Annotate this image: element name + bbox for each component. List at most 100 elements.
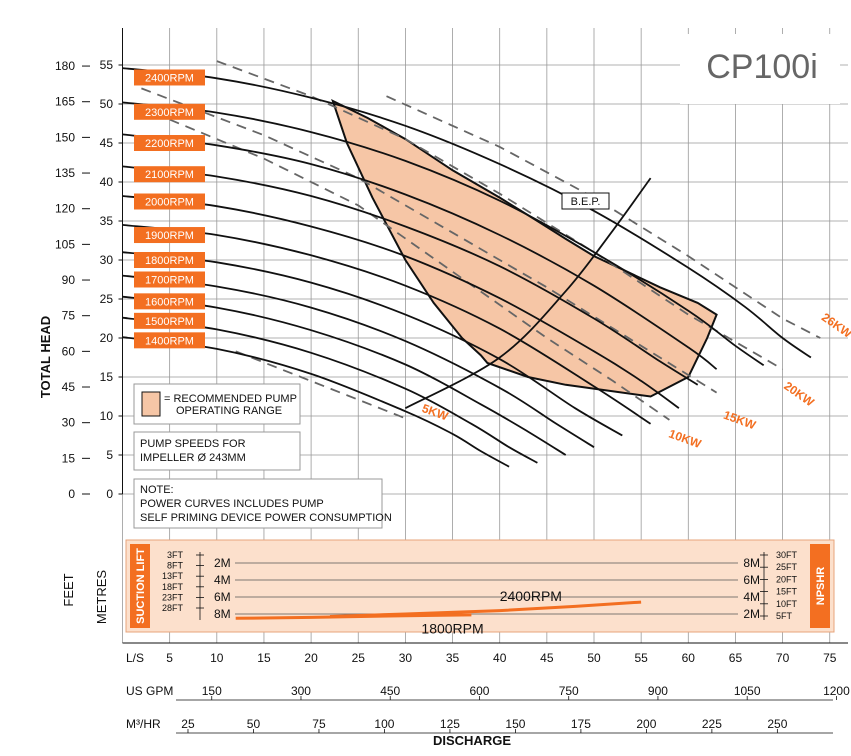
suction-feet-label: 23FT <box>162 592 184 602</box>
note-text-2: POWER CURVES INCLUDES PUMP <box>140 498 324 510</box>
npshr-feet-label: 25FT <box>776 562 798 572</box>
x-axis-title: DISCHARGE <box>433 733 511 748</box>
flow-tick-label: 125 <box>440 717 460 731</box>
rpm-tag-2000RPM <box>134 193 205 210</box>
npshr-feet-label: 10FT <box>776 599 798 609</box>
npshr-2400-label: 2400RPM <box>500 588 562 604</box>
flow-tick-label: 175 <box>571 717 591 731</box>
npshr-1800-label: 1800RPM <box>421 620 483 636</box>
rpm-tag-text-2300RPM: 2300RPM <box>145 107 194 119</box>
feet-tick-label: 60 <box>62 344 76 358</box>
rpm-curve-1500RPM <box>122 316 538 464</box>
rpm-curve-2200RPM <box>122 133 718 370</box>
rpm-curve-1900RPM <box>122 224 652 425</box>
rpm-tag-2100RPM <box>134 166 205 183</box>
metre-tick-label: 5 <box>106 448 113 462</box>
suction-metre-label: 8M <box>214 607 231 621</box>
npshr-label: NPSHR <box>815 567 827 606</box>
metre-tick-label: 30 <box>100 253 114 267</box>
rpm-tag-text-2200RPM: 2200RPM <box>145 138 194 150</box>
npshr-metre-label: 6M <box>743 573 760 587</box>
rpm-labels: 2400RPM 2300RPM 2200RPM 2100RPM 2000RPM 1900R… <box>134 69 205 349</box>
rpm-tag-1500RPM <box>134 312 205 329</box>
flow-tick-label: 70 <box>776 651 790 665</box>
npshr-feet-label: 5FT <box>776 611 793 621</box>
suction-feet-label: 28FT <box>162 603 184 613</box>
rpm-curve-2000RPM <box>122 195 680 409</box>
metre-tick-label: 55 <box>100 58 114 72</box>
flow-tick-label: 55 <box>634 651 648 665</box>
flow-tick-label: 50 <box>587 651 601 665</box>
suction-feet-label: 18FT <box>162 582 184 592</box>
flow-tick-label: 75 <box>312 717 326 731</box>
npshr-metre-label: 4M <box>743 590 760 604</box>
npshr-feet-label: 30FT <box>776 550 798 560</box>
speeds-text-2: IMPELLER Ø 243MM <box>140 452 246 464</box>
suction-metre-label: 6M <box>214 590 231 604</box>
note-text-1: NOTE: <box>140 484 174 496</box>
operating-range <box>331 98 718 398</box>
metre-tick-label: 25 <box>100 292 114 306</box>
npshr-metre-label: 2M <box>743 607 760 621</box>
bep-line <box>404 177 652 409</box>
flow-tick-label: 250 <box>767 717 787 731</box>
suction-metre-label: 4M <box>214 573 231 587</box>
rpm-curve-2300RPM <box>122 101 765 367</box>
flow-tick-label: 5 <box>166 651 173 665</box>
rpm-tag-text-1400RPM: 1400RPM <box>145 335 194 347</box>
rpm-tag-1400RPM <box>134 332 205 349</box>
range-legend-text-1: = RECOMMENDED PUMP <box>164 393 297 405</box>
suction-lift-strip <box>130 544 150 628</box>
rpm-curve-1600RPM <box>122 295 567 456</box>
feet-tick-label: 90 <box>62 273 76 287</box>
metre-tick-label: 35 <box>100 214 114 228</box>
rpm-curve-2400RPM <box>122 67 812 359</box>
power-line-10KW <box>169 118 670 421</box>
note-box <box>133 478 383 529</box>
title-background <box>680 34 840 104</box>
feet-tick-label: 15 <box>62 451 76 465</box>
flow-tick-label: 30 <box>399 651 413 665</box>
flow-tick-label: 150 <box>202 684 222 698</box>
rpm-tag-1700RPM <box>134 271 205 288</box>
range-legend-box <box>133 383 301 425</box>
rpm-tag-text-1500RPM: 1500RPM <box>145 316 194 328</box>
metres-unit-label: METRES <box>94 570 109 625</box>
bep-curve: B.E.P. <box>404 177 652 409</box>
flow-tick-label: 60 <box>682 651 696 665</box>
rpm-curve-1700RPM <box>122 274 595 448</box>
rpm-tag-text-1600RPM: 1600RPM <box>145 296 194 308</box>
rpm-tag-text-1900RPM: 1900RPM <box>145 230 194 242</box>
feet-tick-label: 135 <box>55 166 75 180</box>
flow-tick-label: 900 <box>648 684 668 698</box>
feet-tick-label: 0 <box>68 487 75 501</box>
metre-tick-label: 20 <box>100 331 114 345</box>
speeds-text-1: PUMP SPEEDS FOR <box>140 438 246 450</box>
flow-tick-label: 200 <box>636 717 656 731</box>
rpm-tag-1800RPM <box>134 252 205 268</box>
range-legend-text-2: OPERATING RANGE <box>176 405 282 417</box>
flow-tick-label: 25 <box>352 651 366 665</box>
model-title-text: CP100i <box>706 48 818 86</box>
feet-tick-label: 75 <box>62 309 76 323</box>
rpm-tag-text-2100RPM: 2100RPM <box>145 169 194 181</box>
metre-tick-label: 15 <box>100 370 114 384</box>
rpm-tag-2300RPM <box>134 103 205 120</box>
flow-tick-label: 300 <box>291 684 311 698</box>
flow-tick-label: 15 <box>257 651 271 665</box>
bep-label: B.E.P. <box>571 196 601 208</box>
flow-tick-label: 65 <box>729 651 743 665</box>
suction-lift-label: SUCTION LIFT <box>135 548 147 624</box>
rpm-curve-1400RPM <box>122 336 510 468</box>
flow-tick-label: 1200 <box>823 684 850 698</box>
power-line-20KW <box>216 60 784 370</box>
flow-tick-label: 40 <box>493 651 507 665</box>
suction-metre-label: 2M <box>214 556 231 570</box>
rpm-curves <box>122 67 812 468</box>
speeds-box <box>133 431 301 471</box>
rpm-tag-text-2400RPM: 2400RPM <box>145 72 194 84</box>
rpm-tag-text-2000RPM: 2000RPM <box>145 197 194 209</box>
flow-tick-label: 10 <box>210 651 224 665</box>
